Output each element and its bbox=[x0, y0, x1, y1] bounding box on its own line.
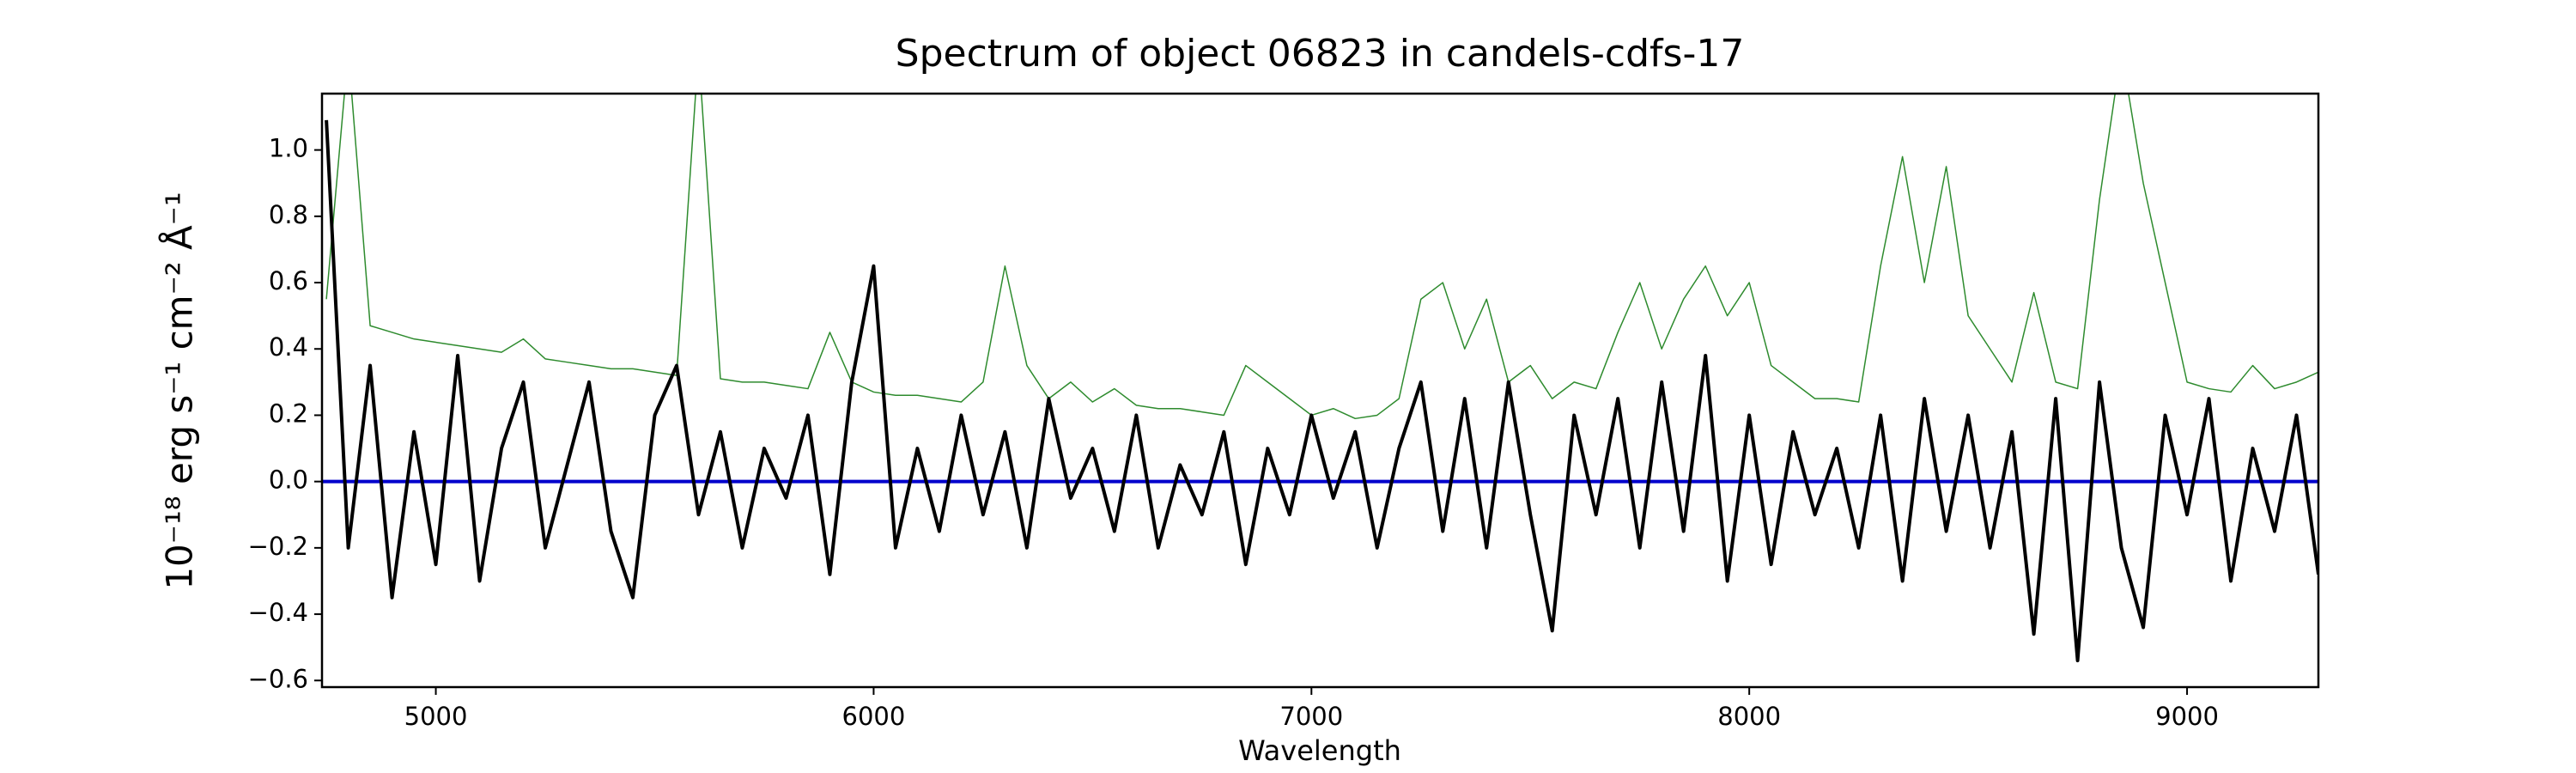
plot-area bbox=[322, 94, 2318, 663]
y-tick-label: 0.0 bbox=[269, 466, 308, 495]
y-tick-label: 0.6 bbox=[269, 266, 308, 295]
spectrum-line bbox=[325, 119, 2318, 663]
x-tick-label: 7000 bbox=[1279, 702, 1343, 731]
x-axis-label: Wavelength bbox=[1238, 734, 1401, 767]
x-tick-label: 8000 bbox=[1717, 702, 1781, 731]
y-tick-label: 0.2 bbox=[269, 399, 308, 428]
axes-frame bbox=[320, 92, 2320, 689]
y-tick-label: 1.0 bbox=[269, 134, 308, 163]
x-tick-label: 9000 bbox=[2155, 702, 2219, 731]
spectrum-line bbox=[325, 94, 2318, 420]
x-tick-label: 5000 bbox=[404, 702, 468, 731]
y-tick-label: −0.4 bbox=[248, 598, 308, 627]
x-tick-label: 6000 bbox=[842, 702, 906, 731]
y-tick-label: −0.2 bbox=[248, 532, 308, 561]
y-axis-label: 10⁻¹⁸ erg s⁻¹ cm⁻² Å⁻¹ bbox=[158, 192, 201, 589]
y-tick-label: 0.4 bbox=[269, 332, 308, 362]
y-tick-label: 0.8 bbox=[269, 200, 308, 229]
y-tick-label: −0.6 bbox=[248, 664, 308, 693]
chart-title: Spectrum of object 06823 in candels-cdfs… bbox=[896, 32, 1745, 76]
